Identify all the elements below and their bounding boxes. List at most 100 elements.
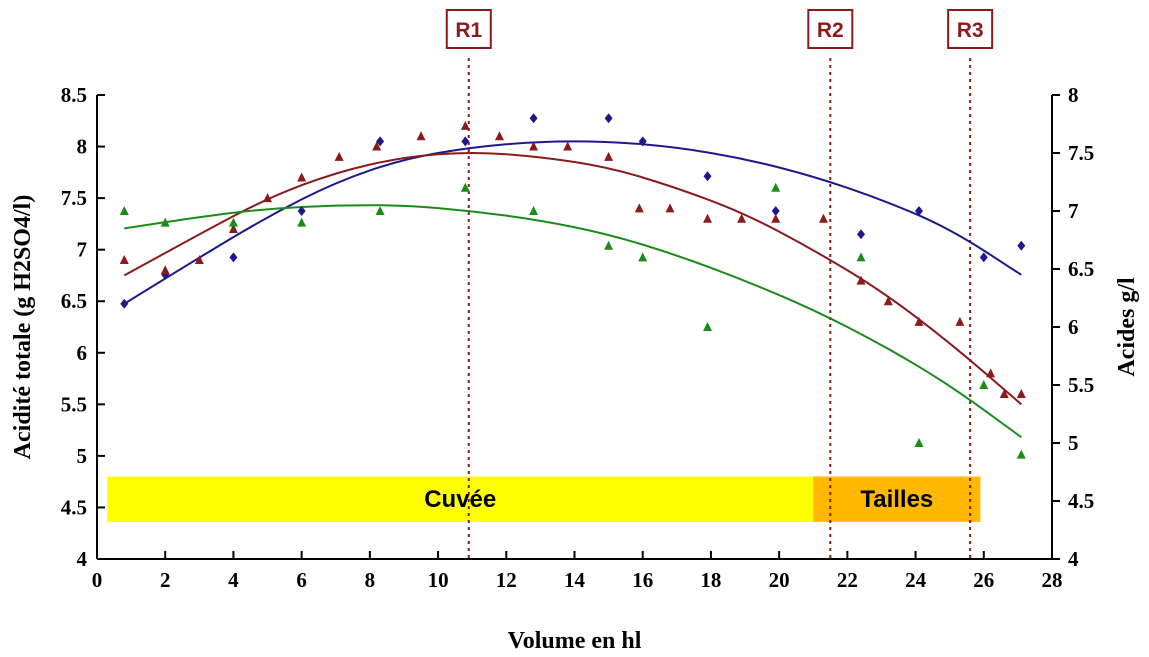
x-axis-label: Volume en hl (508, 628, 642, 654)
band-cuvee (107, 476, 814, 522)
fits-layer (123, 140, 1022, 439)
series-2-point (375, 206, 385, 215)
marker-box-r2 (807, 9, 854, 49)
series-1-point (563, 141, 573, 151)
series-1-point (771, 213, 781, 223)
series-1-point (160, 265, 170, 275)
series-0-point (979, 252, 988, 263)
x-tick-label: 28 (1042, 568, 1063, 592)
series-0-point (376, 136, 385, 147)
x-tick-label: 8 (365, 568, 376, 592)
series-2-point (160, 217, 170, 227)
left-y-tick-label: 6 (77, 341, 88, 365)
x-tick-label: 26 (973, 568, 994, 592)
series-0-point (529, 113, 538, 124)
series-1-point (634, 203, 644, 213)
series-0-point (914, 206, 923, 216)
points-layer (119, 113, 1026, 459)
series-2-point (460, 182, 470, 192)
series-0-fit-line (123, 140, 1022, 305)
series-0-point (703, 171, 712, 182)
series-1-point (883, 296, 893, 306)
x-tick-label: 10 (428, 568, 449, 592)
series-1-fit-line (123, 152, 1022, 406)
series-1-point (999, 389, 1009, 399)
x-tick-label: 18 (700, 568, 721, 592)
left-y-axis-label: Acidité totale (g H2SO4/l) (10, 195, 36, 460)
series-1-point (1016, 389, 1026, 399)
right-y-tick-label: 8 (1068, 83, 1079, 107)
series-1-point (703, 213, 713, 223)
series-0-point (120, 298, 129, 309)
series-1-point (263, 193, 273, 203)
series-1-point (194, 254, 204, 264)
band-tailles (813, 476, 981, 522)
series-1-point (604, 151, 614, 161)
x-tick-label: 20 (769, 568, 790, 592)
x-tick-label: 22 (837, 568, 858, 592)
series-1-point (955, 316, 965, 326)
series-2-point (529, 206, 539, 215)
series-1-point (914, 316, 924, 326)
series-2-point (703, 322, 713, 331)
series-1-point (818, 213, 828, 223)
x-tick-label: 24 (905, 568, 927, 592)
series-0-point (604, 113, 613, 124)
series-2-point (979, 380, 989, 389)
right-y-tick-label: 5 (1068, 431, 1079, 455)
band-label: Tailles (860, 486, 933, 513)
ticks-layer: 0 2 4 6 8 10 12 14 16 18 20 22 24 26 2844.555.566.577.… (61, 83, 1095, 592)
series-1-point (986, 368, 996, 378)
marker-label-r1: R1 (455, 19, 482, 42)
series-0-point (229, 252, 238, 263)
series-1-point (372, 141, 382, 151)
left-y-tick-label: 8 (77, 135, 88, 159)
x-tick-label: 12 (496, 568, 517, 592)
right-y-tick-label: 4 (1068, 547, 1079, 571)
series-1-point (856, 275, 866, 285)
right-y-axis-label: Acides g/l (1114, 277, 1140, 377)
marker-label-r2: R2 (817, 19, 844, 42)
left-y-tick-label: 5.5 (61, 392, 87, 416)
series-0-point (461, 136, 470, 147)
left-y-tick-label: 5 (77, 444, 88, 468)
series-1-point (334, 151, 344, 161)
marker-label-r3: R3 (957, 19, 984, 42)
right-y-tick-label: 7.5 (1068, 141, 1094, 165)
right-y-tick-label: 6 (1068, 315, 1079, 339)
series-1-point (416, 131, 426, 141)
series-1-point (665, 203, 675, 213)
left-y-tick-label: 6.5 (61, 289, 87, 313)
x-tick-label: 0 (92, 568, 103, 592)
right-y-tick-label: 5.5 (1068, 373, 1094, 397)
series-2-point (119, 206, 129, 215)
series-1-point (737, 213, 747, 223)
series-1-point (529, 141, 539, 151)
series-2-point (297, 217, 307, 227)
left-y-tick-label: 4 (77, 547, 88, 571)
x-tick-label: 16 (632, 568, 653, 592)
series-0-point (857, 229, 865, 240)
series-1-point (119, 254, 129, 264)
marker-box-r1 (445, 9, 492, 49)
series-1-point (494, 131, 504, 141)
series-2-point (604, 240, 614, 250)
series-2-point (228, 217, 238, 227)
series-2-point (771, 182, 781, 192)
left-y-tick-label: 4.5 (61, 495, 87, 519)
series-2-point (914, 438, 924, 447)
right-y-tick-label: 6.5 (1068, 257, 1094, 281)
x-tick-label: 6 (296, 568, 307, 592)
series-2-fit-line (124, 204, 1022, 439)
band-label: Cuvée (424, 486, 496, 513)
bands-layer: Cuvée Tailles (107, 476, 981, 522)
series-2-point (1016, 449, 1026, 459)
x-tick-label: 14 (564, 568, 586, 592)
left-y-tick-label: 8.5 (61, 83, 87, 107)
series-0-point (1017, 240, 1026, 251)
left-y-tick-label: 7 (77, 238, 88, 262)
series-2-point (638, 252, 648, 262)
right-y-tick-label: 7 (1068, 199, 1079, 223)
left-y-tick-label: 7.5 (61, 186, 87, 210)
